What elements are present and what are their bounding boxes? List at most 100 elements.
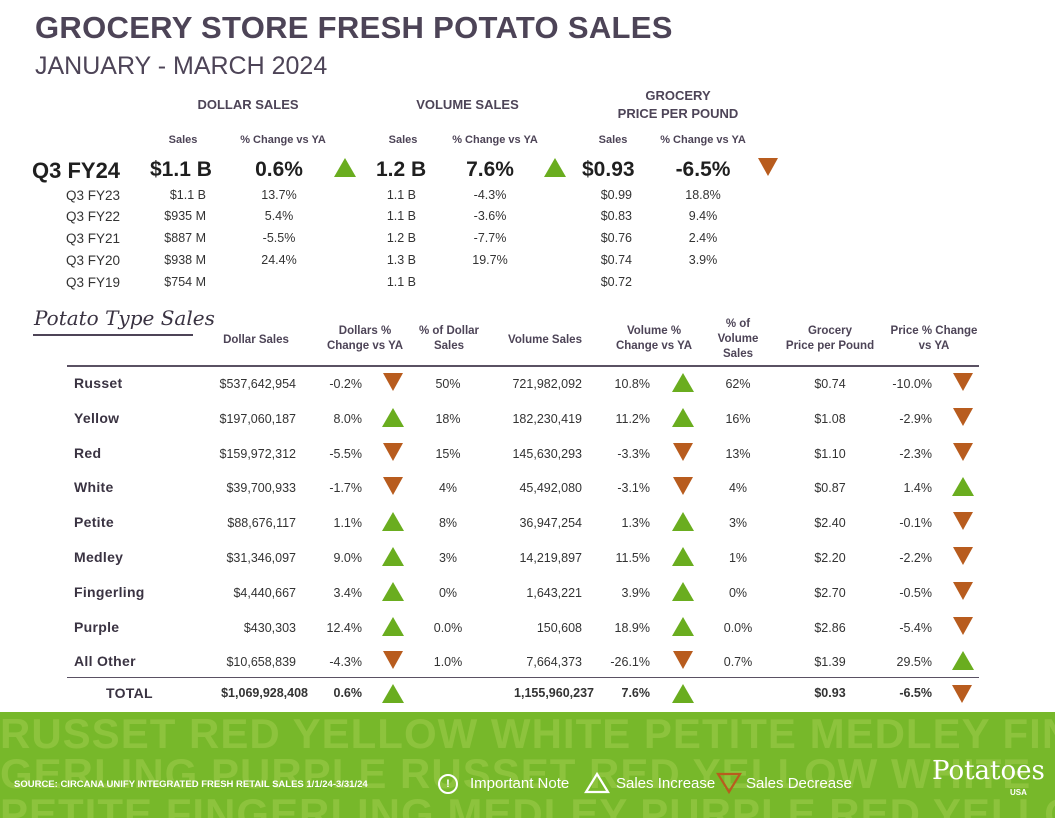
type-volume-change: 11.5% (615, 551, 650, 565)
type-volume-change: 11.2% (615, 412, 650, 426)
current-volume-change: 7.6% (466, 158, 514, 181)
history-price-change: 9.4% (688, 209, 718, 223)
dollar-down-icon (383, 443, 403, 461)
decrease-legend-icon (716, 772, 742, 794)
col-price-change-l1: Price % Change (890, 325, 978, 337)
price-up-icon (952, 477, 974, 496)
type-price-change: 29.5% (896, 655, 932, 669)
footer-band: RUSSET RED YELLOW WHITE PETITE MEDLEY FI… (0, 712, 1055, 818)
type-price-change: -2.3% (899, 447, 932, 461)
price-up-icon (952, 651, 974, 670)
type-name: Medley (74, 549, 124, 565)
price-down-icon (953, 617, 973, 635)
dollar-up-icon (382, 582, 404, 601)
price-header-line2: PRICE PER POUND (617, 106, 739, 121)
price-down-icon (953, 547, 973, 565)
col-dollar-change: Dollars % Change vs YA (318, 324, 412, 354)
type-price-change: -2.2% (899, 551, 932, 565)
type-price: $2.20 (814, 551, 846, 565)
type-name: Purple (74, 619, 120, 635)
col-pct-dollar: % of Dollar Sales (412, 324, 486, 354)
type-dollar-change: 9.0% (333, 551, 363, 565)
type-pct-dollar: 3% (438, 551, 458, 565)
current-dollar: $1.1 B (150, 158, 212, 181)
total-dollar: $1,069,928,408 (221, 686, 308, 700)
history-dollar: $887 M (164, 231, 206, 245)
history-dollar-change: 5.4% (264, 209, 294, 223)
history-price: $0.72 (600, 275, 632, 289)
type-volume: 45,492,080 (519, 481, 582, 495)
col-price-change-l2: vs YA (918, 340, 950, 352)
volume-down-icon (673, 651, 693, 669)
price-down-icon (953, 582, 973, 600)
history-period: Q3 FY21 (65, 231, 120, 246)
total-volume-change: 7.6% (621, 686, 651, 700)
price-down-icon (953, 408, 973, 426)
type-price: $2.70 (814, 586, 846, 600)
col-volume-change-l2: Change vs YA (615, 340, 693, 352)
history-volume: 1.1 B (386, 275, 416, 289)
total-label: TOTAL (106, 685, 153, 701)
history-dollar: $938 M (164, 253, 206, 267)
type-volume-change: 3.9% (621, 586, 651, 600)
type-dollar: $537,642,954 (219, 377, 296, 391)
section-underline (33, 334, 193, 336)
increase-legend-icon (584, 772, 610, 794)
history-dollar: $1.1 B (169, 188, 206, 202)
price-down-icon (953, 373, 973, 391)
total-dollar-up-icon (382, 684, 404, 703)
type-price-change: 1.4% (903, 481, 933, 495)
col-volume-sales: Volume Sales (508, 334, 582, 346)
type-pct-volume: 3% (728, 516, 748, 530)
volume-up-icon (672, 373, 694, 392)
total-dollar-change: 0.6% (333, 686, 363, 700)
col-price-l2: Price per Pound (785, 340, 875, 352)
type-volume: 7,664,373 (526, 655, 582, 669)
type-dollar-change: 3.4% (333, 586, 363, 600)
type-pct-volume: 62% (725, 377, 751, 391)
type-pct-dollar: 4% (438, 481, 458, 495)
type-volume-change: 18.9% (614, 621, 650, 635)
current-price-down-icon (758, 158, 778, 176)
col-pct-volume-l2: Volume (717, 333, 759, 345)
type-pct-dollar: 18% (435, 412, 461, 426)
type-name: White (74, 479, 114, 495)
volume-up-icon (672, 582, 694, 601)
col-dollar-sales: Dollar Sales (223, 334, 289, 346)
type-price-change: -0.1% (899, 516, 932, 530)
type-price: $0.87 (814, 481, 846, 495)
type-price-change: -10.0% (892, 377, 932, 391)
history-dollar-change: 24.4% (261, 253, 297, 267)
volume-up-icon (672, 547, 694, 566)
history-volume: 1.2 B (386, 231, 416, 245)
watermark-line2: GERLING PURPLE RUSSET RED YELLOW WHITE (0, 750, 1032, 797)
type-dollar: $10,658,839 (226, 655, 296, 669)
col-pct-dollar-l2: Sales (433, 340, 465, 352)
volume-down-icon (673, 477, 693, 495)
type-price-change: -5.4% (899, 621, 932, 635)
history-dollar-change: -5.5% (262, 231, 296, 245)
history-dollar: $935 M (164, 209, 206, 223)
type-name: Fingerling (74, 584, 145, 600)
increase-label: Sales Increase (616, 775, 716, 792)
dollar-down-icon (383, 477, 403, 495)
sub-price-sales: Sales (598, 134, 628, 146)
type-volume-change: -3.3% (617, 447, 650, 461)
dollar-sales-header: DOLLAR SALES (197, 97, 299, 112)
type-volume: 721,982,092 (512, 377, 582, 391)
type-pct-dollar: 0% (438, 586, 458, 600)
type-pct-volume: 13% (725, 447, 751, 461)
type-pct-dollar: 0.0% (433, 621, 463, 635)
col-price-change: Price % Change vs YA (882, 324, 986, 354)
history-price: $0.76 (600, 231, 632, 245)
type-volume: 182,230,419 (512, 412, 582, 426)
total-volume: 1,155,960,237 (514, 686, 594, 700)
current-price: $0.93 (582, 158, 635, 181)
volume-up-icon (672, 408, 694, 427)
type-dollar-change: -0.2% (329, 377, 362, 391)
col-dollar-change-l2: Change vs YA (326, 340, 404, 352)
type-pct-volume: 0.7% (723, 655, 753, 669)
price-down-icon (953, 443, 973, 461)
type-volume: 36,947,254 (519, 516, 582, 530)
history-period: Q3 FY20 (65, 253, 120, 268)
